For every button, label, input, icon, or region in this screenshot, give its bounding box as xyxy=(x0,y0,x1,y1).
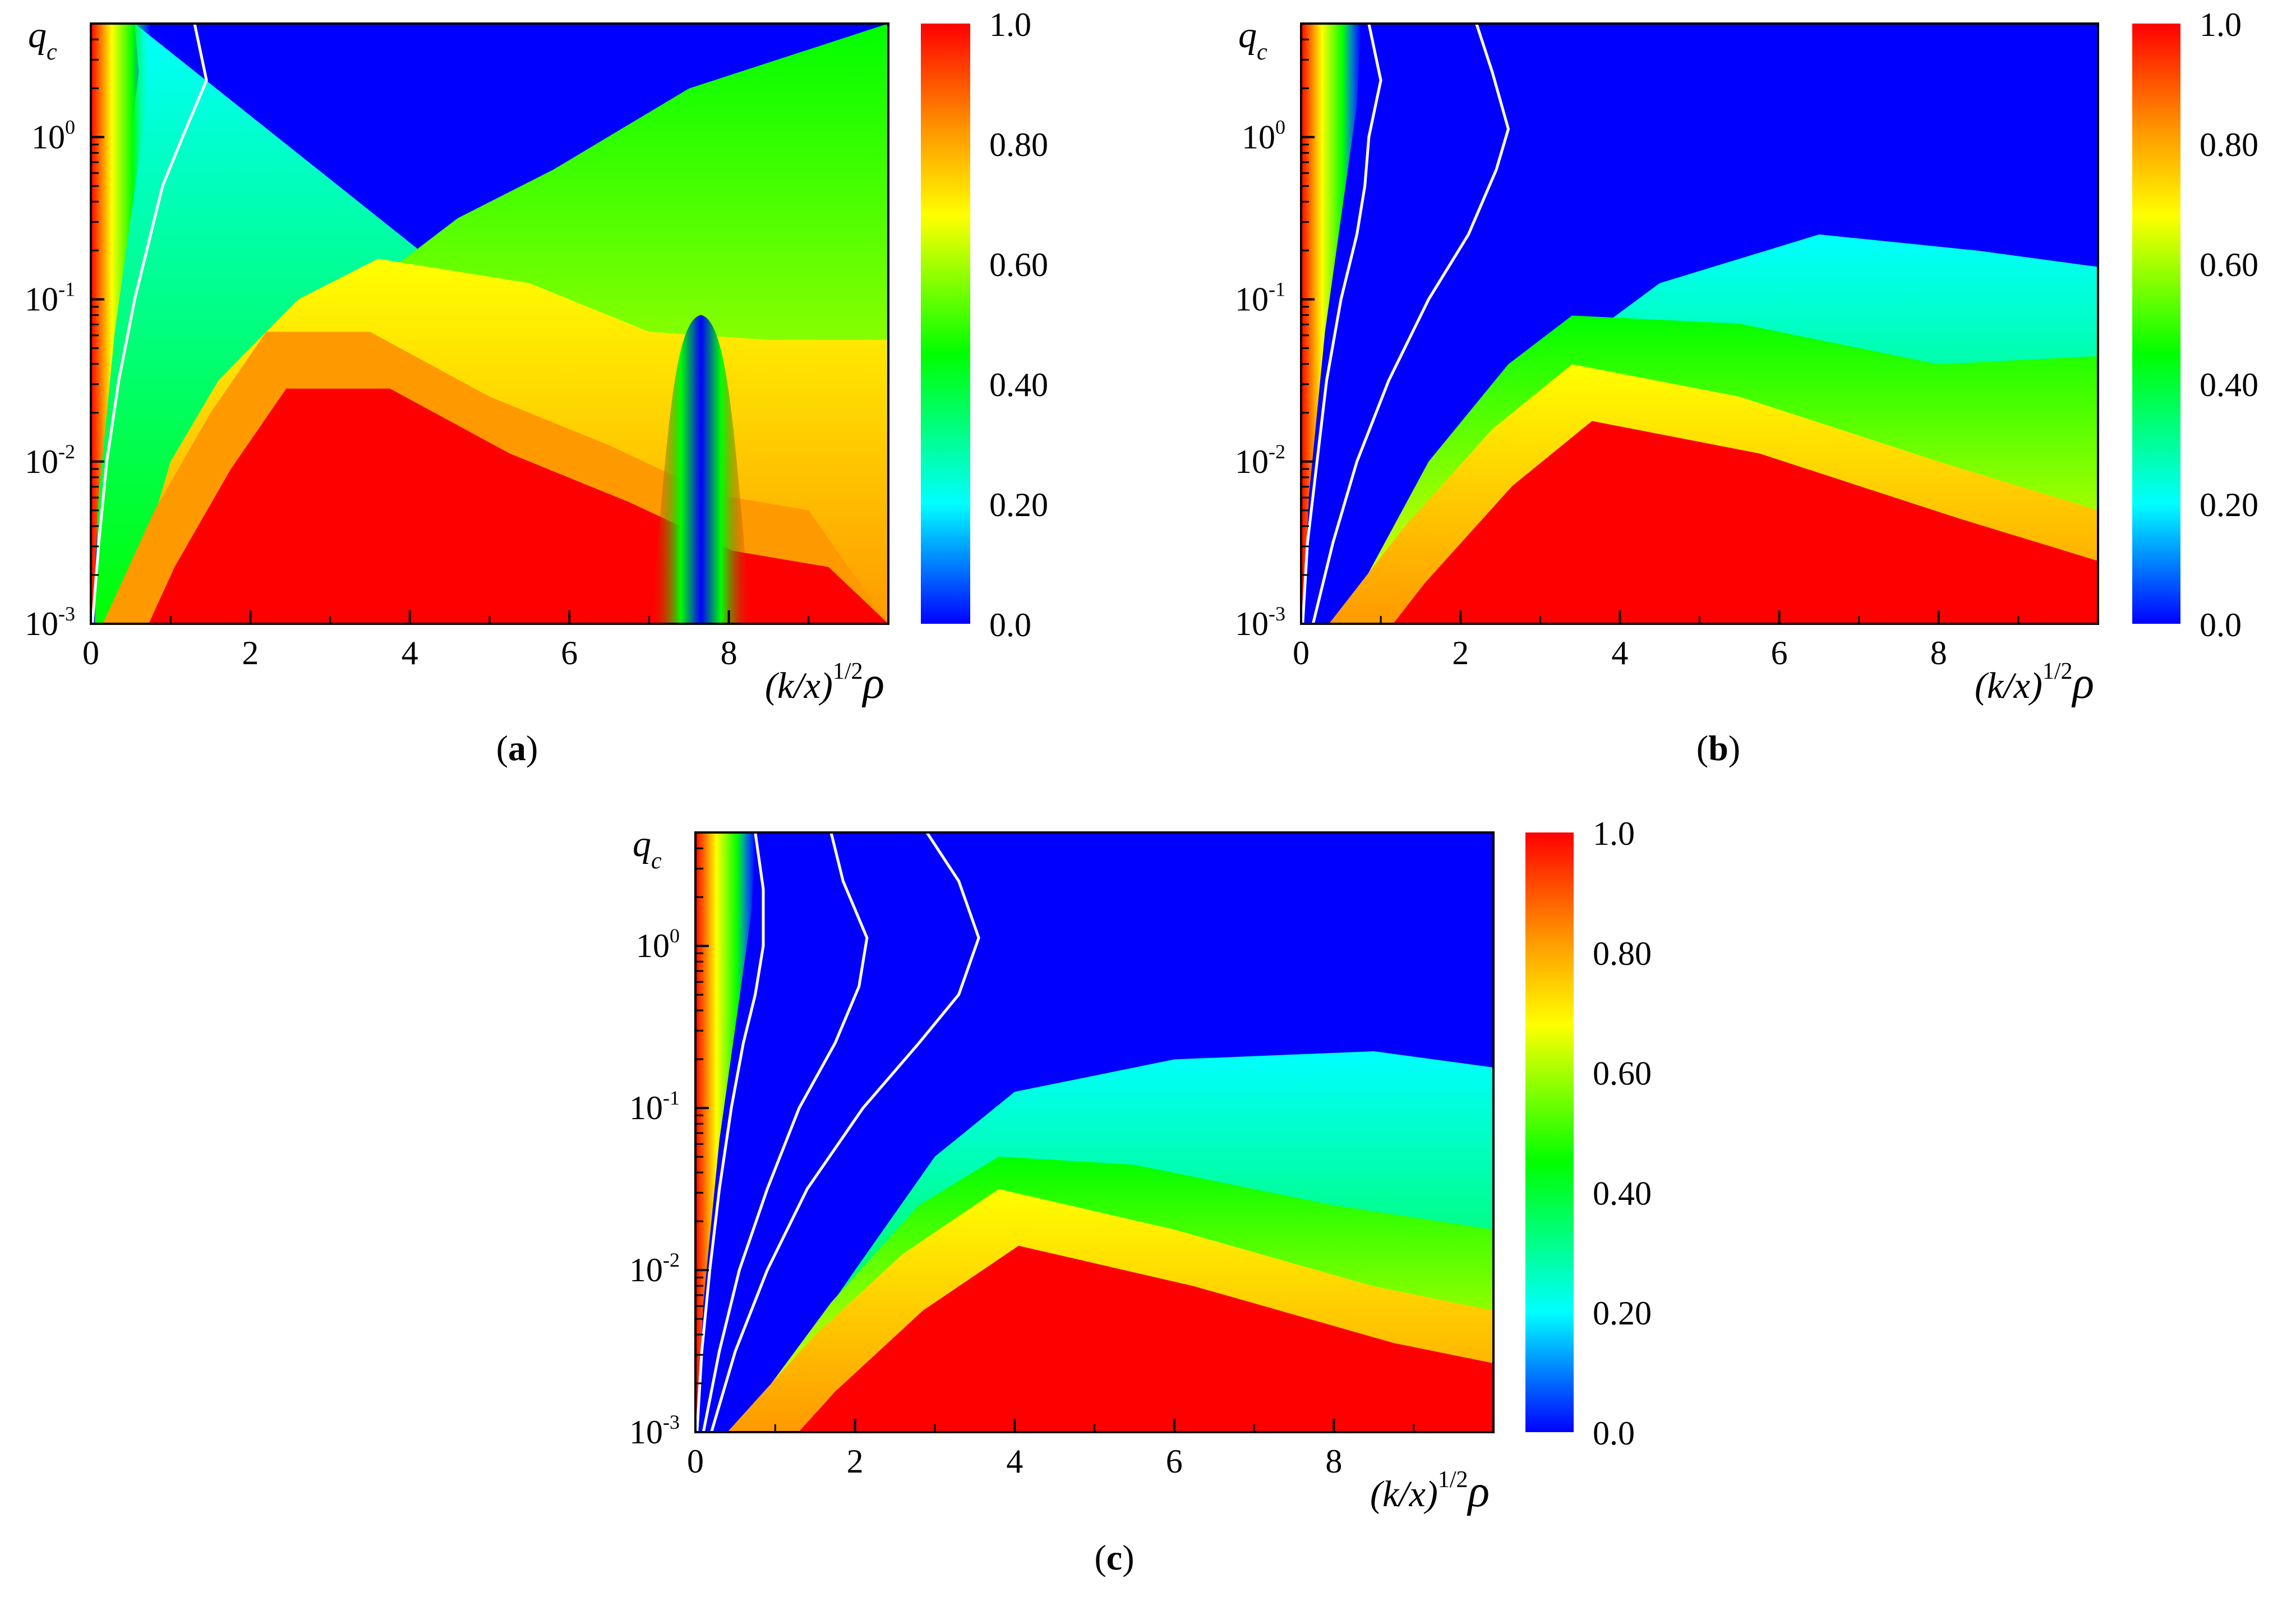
heatmap-field xyxy=(695,832,1493,1432)
white-contour-2 xyxy=(1311,24,1510,624)
x-tick-label: 2 xyxy=(847,1443,864,1480)
colorbar-tick-label: 1.0 xyxy=(1593,815,1635,852)
x-tick-label: 6 xyxy=(561,634,578,671)
x-tick-label: 8 xyxy=(721,634,737,671)
heatmap-core xyxy=(1349,421,2098,624)
y-tick-label: 100 xyxy=(1242,116,1285,155)
x-tick-label: 6 xyxy=(1771,634,1788,671)
x-tick-label: 0 xyxy=(82,634,99,671)
x-tick-label: 8 xyxy=(1325,1443,1342,1480)
panel-c: 0 2 4 6 8 100 10-1 10-2 10-3 qc (k/x)1/2ρ 1.0 0.80 0.… xyxy=(629,815,1652,1577)
y-tick-label: 10-3 xyxy=(629,1411,680,1451)
y-axis-label: qc xyxy=(1238,15,1267,65)
y-axis-label: qc xyxy=(633,823,662,874)
colorbar-tick-label: 0.20 xyxy=(1593,1295,1652,1332)
x-tick-label: 2 xyxy=(1452,634,1469,671)
heatmap-axis-strip xyxy=(1301,24,1361,624)
colorbar-tick-label: 0.0 xyxy=(1593,1415,1635,1452)
x-axis-label: (k/x)1/2ρ xyxy=(765,659,884,708)
white-contour-2 xyxy=(702,832,869,1432)
x-tick-label: 0 xyxy=(687,1443,704,1480)
panel-a: 0 2 4 6 8 100 10-1 10-2 10-3 qc (k/x)1/2ρ 1.0 0.80 0.… xyxy=(25,6,1048,768)
colorbar-tick-label: 0.80 xyxy=(1593,935,1652,972)
colorbar xyxy=(1525,832,1574,1432)
x-tick-label: 4 xyxy=(1611,634,1628,671)
panel-label: (b) xyxy=(1696,728,1740,768)
heatmap-axis-strip xyxy=(91,24,151,624)
x-axis-label: (k/x)1/2ρ xyxy=(1370,1467,1490,1516)
y-tick-label: 10-2 xyxy=(1235,440,1285,480)
colorbar-tick-label: 1.0 xyxy=(989,6,1031,43)
heatmap-dip xyxy=(650,315,751,624)
colorbar xyxy=(921,24,970,624)
panel-label: (a) xyxy=(496,728,538,768)
y-tick-label: 10-3 xyxy=(25,602,75,642)
panel-label: (c) xyxy=(1094,1538,1134,1577)
colorbar-tick-label: 0.20 xyxy=(2200,486,2258,523)
colorbar-tick-label: 0.60 xyxy=(2200,246,2258,283)
y-tick-label: 10-2 xyxy=(25,440,75,480)
x-tick-label: 8 xyxy=(1930,634,1947,671)
white-contour-1 xyxy=(1301,24,1382,624)
x-axis-label: (k/x)1/2ρ xyxy=(1975,659,2094,708)
y-tick-label: 100 xyxy=(31,116,75,155)
colorbar-tick-label: 1.0 xyxy=(2200,6,2242,43)
y-tick-label: 100 xyxy=(636,924,680,964)
colorbar-tick-label: 0.40 xyxy=(989,366,1048,403)
y-tick-label: 10-1 xyxy=(629,1087,680,1126)
white-contour-1 xyxy=(695,832,765,1432)
y-tick-label: 10-3 xyxy=(1235,602,1285,642)
colorbar-tick-label: 0.0 xyxy=(989,606,1031,643)
x-tick-label: 0 xyxy=(1293,634,1310,671)
heatmap-field xyxy=(1301,24,2098,624)
y-tick-label: 10-1 xyxy=(25,278,75,318)
y-tick-label: 10-2 xyxy=(629,1249,680,1289)
colorbar-tick-label: 0.0 xyxy=(2200,606,2242,643)
colorbar-tick-label: 0.20 xyxy=(989,486,1048,523)
colorbar xyxy=(2132,24,2180,624)
colorbar-tick-label: 0.80 xyxy=(989,126,1048,163)
y-axis-label: qc xyxy=(28,15,57,65)
white-contour-1 xyxy=(91,24,208,624)
heatmap-core xyxy=(747,1245,1493,1432)
x-tick-label: 4 xyxy=(402,634,418,671)
colorbar-tick-label: 0.40 xyxy=(1593,1175,1652,1212)
white-contour-3 xyxy=(710,832,980,1432)
colorbar-tick-label: 0.80 xyxy=(2200,126,2258,163)
heatmap-field xyxy=(91,24,888,624)
y-tick-label: 10-1 xyxy=(1235,278,1285,318)
x-tick-label: 4 xyxy=(1006,1443,1023,1480)
colorbar-tick-label: 0.60 xyxy=(1593,1055,1652,1092)
x-tick-label: 6 xyxy=(1166,1443,1183,1480)
panel-b: 0 2 4 6 8 100 10-1 10-2 10-3 qc (k/x)1/2ρ 1.0 0.80 0.… xyxy=(1235,6,2258,768)
heatmap-axis-strip xyxy=(695,832,755,1432)
x-tick-label: 2 xyxy=(242,634,259,671)
colorbar-tick-label: 0.60 xyxy=(989,246,1048,283)
colorbar-tick-label: 0.40 xyxy=(2200,366,2258,403)
